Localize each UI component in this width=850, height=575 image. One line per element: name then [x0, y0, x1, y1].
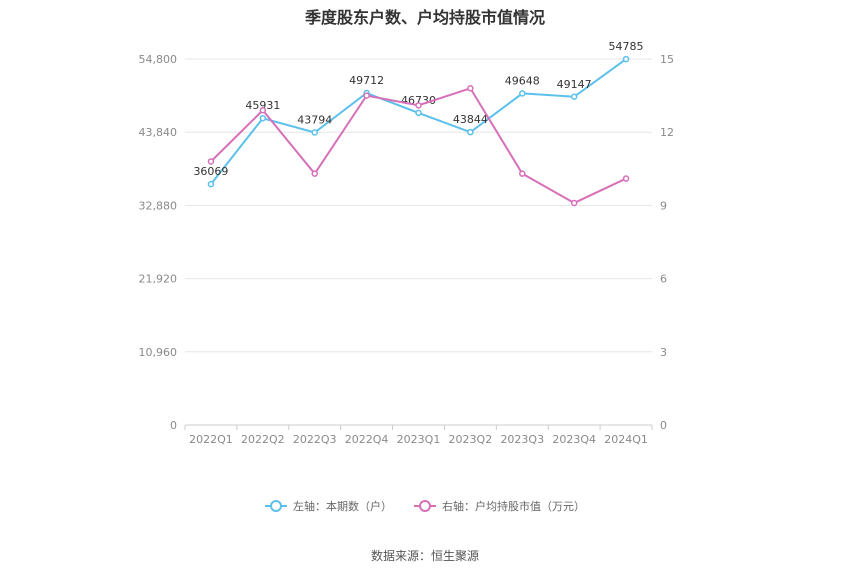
avg-value-point — [415, 102, 422, 109]
right-axis-tick-label: 3 — [660, 346, 667, 359]
data-label: 49648 — [505, 74, 540, 87]
x-axis-tick-label: 2022Q2 — [241, 433, 285, 446]
legend-line-circle-icon — [265, 499, 287, 513]
legend-line-circle-icon — [414, 499, 436, 513]
holders-point — [570, 93, 578, 101]
x-axis-tick-label: 2023Q3 — [500, 433, 544, 446]
data-label: 43844 — [453, 113, 488, 126]
avg-value-point — [207, 158, 215, 165]
x-axis-tick-label: 2024Q1 — [604, 433, 648, 446]
right-axis-tick-label: 0 — [660, 419, 667, 432]
avg-value-point — [311, 170, 318, 177]
left-axis-tick-label: 54,800 — [139, 53, 178, 66]
data-label: 49147 — [557, 78, 592, 91]
data-label: 54785 — [609, 40, 644, 53]
avg-value-point — [467, 85, 474, 92]
holders-point — [207, 180, 215, 188]
avg-value-point — [259, 106, 267, 114]
legend-item-avg-value[interactable]: 右轴：户均持股市值（万元） — [414, 498, 585, 514]
x-axis-tick-label: 2023Q4 — [552, 433, 596, 446]
x-axis-tick-label: 2023Q1 — [397, 433, 441, 446]
holders-point — [519, 90, 526, 97]
avg-value-point — [363, 92, 370, 99]
avg-value-point — [622, 175, 630, 182]
data-label: 49712 — [349, 74, 384, 87]
left-axis-tick-label: 21,920 — [139, 273, 178, 286]
right-axis-tick-label: 6 — [660, 273, 667, 286]
right-axis-tick-label: 12 — [660, 126, 674, 139]
left-axis-tick-label: 10,960 — [139, 346, 178, 359]
legend-label-holders: 左轴：本期数（户） — [293, 500, 392, 513]
holders-point — [259, 114, 267, 122]
left-axis-tick-label: 0 — [170, 419, 177, 432]
holders-point — [311, 129, 318, 136]
chart-title: 季度股东户数、户均持股市值情况 — [304, 8, 545, 27]
holders-point — [622, 55, 630, 63]
data-label: 36069 — [193, 165, 228, 178]
data-label: 43794 — [297, 114, 332, 127]
right-axis-tick-label: 9 — [660, 199, 667, 212]
x-axis-tick-label: 2022Q3 — [293, 433, 337, 446]
x-axis-tick-label: 2022Q4 — [345, 433, 389, 446]
x-axis-tick-label: 2022Q1 — [189, 433, 233, 446]
data-label: 45931 — [245, 99, 280, 112]
right-axis-tick-label: 15 — [660, 53, 674, 66]
left-axis-tick-label: 32,880 — [139, 199, 178, 212]
legend-item-holders[interactable]: 左轴：本期数（户） — [265, 498, 392, 514]
avg-value-point — [570, 199, 578, 207]
avg-value-point — [519, 170, 526, 177]
legend-label-avg-value: 右轴：户均持股市值（万元） — [442, 500, 585, 513]
legend: 左轴：本期数（户） 右轴：户均持股市值（万元） — [0, 498, 850, 514]
x-axis-tick-label: 2023Q2 — [449, 433, 493, 446]
holders-point — [415, 109, 422, 117]
holders-point — [467, 128, 474, 136]
data-source: 数据来源：恒生聚源 — [370, 549, 479, 563]
left-axis-tick-label: 43,840 — [139, 126, 178, 139]
